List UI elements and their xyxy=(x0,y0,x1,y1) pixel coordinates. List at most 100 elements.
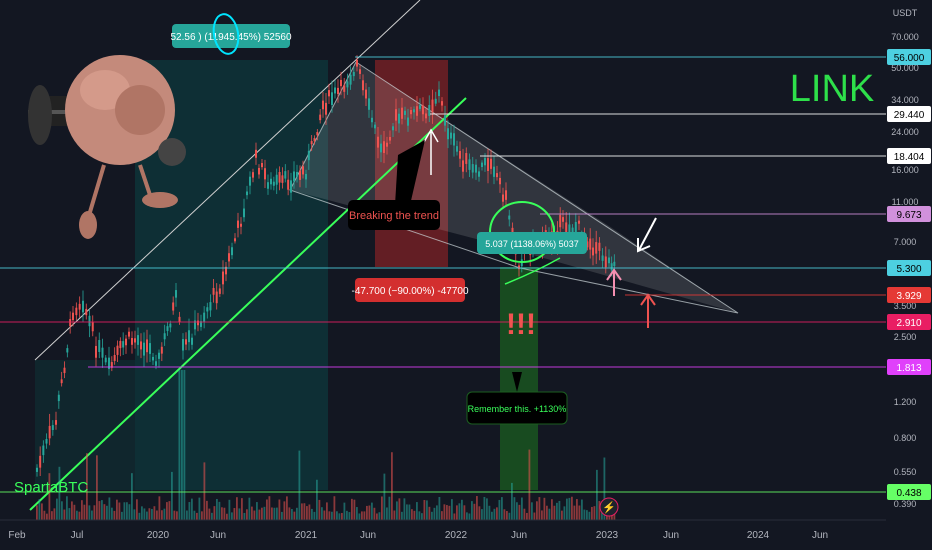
volume-bar xyxy=(241,498,243,520)
candle-body xyxy=(116,345,119,355)
volume-bar xyxy=(501,497,503,520)
volume-bar xyxy=(176,511,178,520)
price-axis-line-labels: 56.000 29.440 18.404 9.673 5.300 3.929 2.910 1.… xyxy=(887,49,931,500)
volume-bar xyxy=(243,512,246,520)
volume-bar xyxy=(426,500,428,520)
price-tick: 0.800 xyxy=(894,433,917,443)
candle-body xyxy=(395,109,397,121)
volume-bar xyxy=(528,449,531,520)
volume-bar xyxy=(453,513,456,520)
volume-bar xyxy=(256,502,258,520)
candle-body xyxy=(434,98,437,104)
volume-bar xyxy=(136,499,138,520)
price-line-label: 9.673 xyxy=(896,210,921,221)
price-tick: 70.000 xyxy=(891,32,919,42)
candle-body xyxy=(610,263,613,271)
candle-body xyxy=(278,172,281,183)
candle-body xyxy=(595,242,598,254)
volume-bar xyxy=(503,509,506,520)
candle-body xyxy=(252,172,254,178)
candle-body xyxy=(410,110,412,115)
volume-bar xyxy=(183,370,186,520)
price-line-label: 3.929 xyxy=(896,291,921,302)
volume-bar xyxy=(518,504,521,520)
volume-bar xyxy=(261,507,263,520)
volume-bar xyxy=(358,513,361,520)
volume-bar xyxy=(71,501,73,520)
volume-bar xyxy=(586,510,588,520)
candle-body xyxy=(243,208,245,218)
volume-bar xyxy=(253,510,256,520)
volume-bar xyxy=(348,512,351,520)
candle-body xyxy=(85,308,88,316)
price-tick: 16.000 xyxy=(891,165,919,175)
candle-body xyxy=(140,341,142,350)
price-tick: 24.000 xyxy=(891,127,919,137)
candle-body xyxy=(131,338,133,345)
volume-bar xyxy=(431,511,433,520)
candle-body xyxy=(389,136,391,141)
volume-bar xyxy=(353,499,356,520)
lightning-badge[interactable] xyxy=(599,497,619,517)
volume-bar xyxy=(578,505,581,520)
drop-measure-box xyxy=(355,278,465,302)
candle-body xyxy=(598,242,601,251)
volume-bar xyxy=(581,499,583,520)
volume-bar xyxy=(258,509,261,520)
candle-body xyxy=(392,126,394,131)
candle-body xyxy=(182,339,184,351)
candle-body xyxy=(209,302,212,311)
candle-body xyxy=(438,89,440,97)
volume-bar xyxy=(523,508,526,520)
candle-body xyxy=(272,181,275,186)
price-line-badge xyxy=(887,359,931,375)
volume-bar xyxy=(391,452,393,520)
time-label: Jun xyxy=(663,530,679,541)
candle-body xyxy=(75,307,78,316)
candle-body xyxy=(490,158,492,169)
candle-body xyxy=(169,323,172,328)
candle-body xyxy=(349,74,352,85)
candle-body xyxy=(143,342,145,356)
time-label: Jun xyxy=(812,530,828,541)
teal-zone-1 xyxy=(35,360,135,490)
volume-bar xyxy=(313,511,316,520)
volume-bar xyxy=(296,507,298,520)
candle-body xyxy=(163,333,166,340)
time-axis[interactable] xyxy=(0,520,886,550)
candle-body xyxy=(462,160,464,172)
candle-body xyxy=(565,222,568,235)
volume-bar xyxy=(533,512,536,520)
volume-bar xyxy=(311,508,313,520)
volume-bar xyxy=(263,506,266,520)
time-label: Feb xyxy=(8,530,26,541)
volume-bar xyxy=(68,508,71,520)
volume-bar xyxy=(126,502,128,520)
candle-body xyxy=(305,173,307,180)
candle-body xyxy=(293,171,295,182)
candle-body xyxy=(571,227,574,233)
price-line-label: 56.000 xyxy=(894,53,925,64)
white-arrow xyxy=(638,217,657,251)
volume-bar xyxy=(543,497,546,520)
exclaim-text: !!! xyxy=(506,308,536,341)
volume-bar xyxy=(383,473,386,520)
volume-bar xyxy=(601,508,603,520)
bottom-measure-text: 5.037 (1138.06%) 5037 xyxy=(485,239,578,249)
candle-body xyxy=(592,247,594,256)
price-lines xyxy=(0,56,886,493)
channel-upper xyxy=(34,0,421,361)
volume-bar xyxy=(393,510,396,520)
volume-bar xyxy=(473,503,476,520)
candle-body xyxy=(69,319,72,327)
volume-bar xyxy=(161,510,163,520)
candle-body xyxy=(267,182,269,189)
volume-bar xyxy=(541,510,543,520)
volume-bar xyxy=(278,499,281,520)
candle-body xyxy=(51,425,54,430)
volume-bar xyxy=(538,497,541,520)
candle-body xyxy=(175,290,177,298)
volume-bar xyxy=(496,507,498,520)
volume-bar xyxy=(356,507,358,520)
